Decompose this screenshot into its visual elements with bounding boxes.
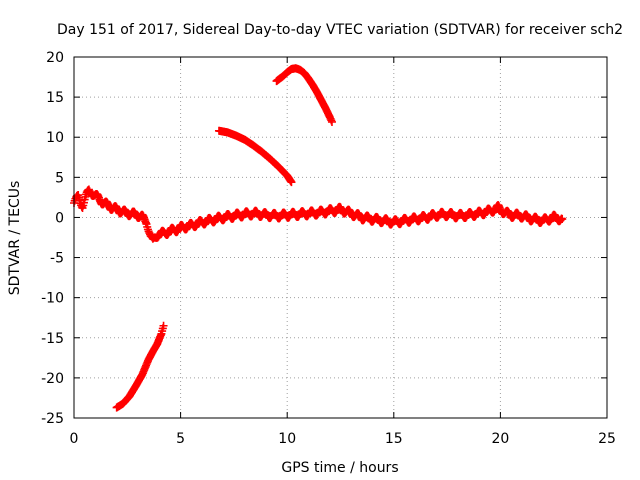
x-axis-ticks: 0 5 10 15 20 25 <box>70 57 616 447</box>
plot-frame <box>73 56 608 419</box>
x-tick-label: 5 <box>176 431 185 447</box>
x-tick-label: 15 <box>385 431 403 447</box>
data-point-marker <box>327 117 336 126</box>
chart-title: Day 151 of 2017, Sidereal Day-to-day VTE… <box>57 22 623 38</box>
y-tick-label: -10 <box>41 291 64 307</box>
x-axis-label: GPS time / hours <box>281 460 398 476</box>
y-tick-label: 20 <box>46 50 64 66</box>
series-line_descending <box>214 126 296 187</box>
y-tick-label: 5 <box>55 170 64 186</box>
grid-lines <box>74 57 607 418</box>
y-tick-label: 15 <box>46 90 64 106</box>
x-tick-label: 10 <box>278 431 296 447</box>
series-arc_upper <box>272 64 336 126</box>
data-points <box>70 64 567 412</box>
y-axis-ticks: -25 -20 -15 -10 -5 0 5 10 15 20 <box>41 50 607 427</box>
y-tick-label: 10 <box>46 130 64 146</box>
y-axis-label: SDTVAR / TECUs <box>7 181 23 296</box>
x-tick-label: 20 <box>491 431 509 447</box>
data-point-marker <box>287 178 296 187</box>
x-tick-label: 25 <box>598 431 616 447</box>
series-main <box>70 185 567 243</box>
y-tick-label: -15 <box>41 331 64 347</box>
y-tick-label: -5 <box>50 251 64 267</box>
y-tick-label: -25 <box>41 411 64 427</box>
y-tick-label: 0 <box>55 210 64 226</box>
y-tick-label: -20 <box>41 371 64 387</box>
data-point-marker <box>558 215 567 224</box>
data-point-marker <box>159 321 168 330</box>
x-tick-label: 0 <box>70 431 79 447</box>
series-line_ascending <box>112 321 168 412</box>
